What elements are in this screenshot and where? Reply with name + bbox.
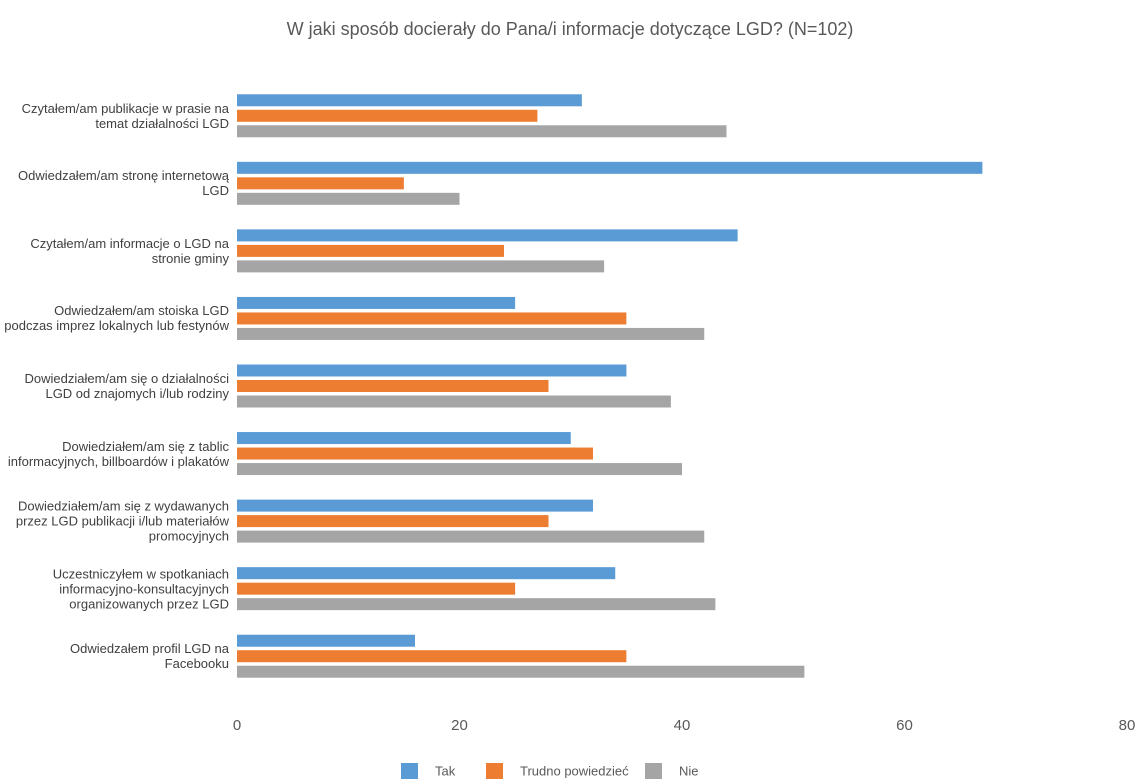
- category-label: Dowiedziałem/am się o działalności LGD o…: [24, 371, 229, 401]
- bar: [237, 582, 516, 595]
- x-tick-label: 0: [233, 717, 241, 734]
- bar: [237, 177, 404, 190]
- category-label: Uczestniczyłem w spotkaniach informacyjn…: [52, 566, 229, 612]
- bar: [237, 530, 705, 543]
- bar: [237, 650, 627, 663]
- x-tick-label: 60: [896, 717, 913, 734]
- bar: [237, 380, 549, 392]
- legend-swatch: [645, 763, 662, 779]
- legend-swatch: [486, 763, 503, 779]
- bar: [237, 567, 616, 580]
- x-tick-label: 80: [1119, 717, 1136, 734]
- category-label: Odwiedzałem profil LGD na Facebooku: [70, 641, 229, 672]
- legend-label: Nie: [679, 763, 699, 778]
- category-label: Czytałem/am informacje o LGD na stronie …: [30, 235, 229, 266]
- chart-title: W jaki sposób docierały do Pana/i inform…: [287, 19, 854, 39]
- x-tick-label: 40: [674, 717, 691, 734]
- bar: [237, 94, 582, 107]
- category-label: Odwiedzałem/am stoiska LGD podczas impre…: [4, 303, 229, 334]
- bar: [237, 296, 516, 309]
- bar: [237, 312, 627, 325]
- bar: [237, 634, 415, 647]
- bar: [237, 327, 705, 340]
- category-label: Dowiedziałem/am się z tablic informacyjn…: [7, 438, 229, 469]
- category-label: Dowiedziałem/am się z wydawanych przez L…: [15, 498, 229, 544]
- legend-label: Tak: [435, 763, 456, 778]
- category-label: Odwiedzałem/am stronę internetową LGD: [18, 168, 229, 199]
- bar: [237, 515, 549, 528]
- bar: [237, 192, 460, 205]
- bar: [237, 364, 627, 377]
- bar: [237, 260, 605, 273]
- bar: [237, 598, 716, 611]
- x-tick-label: 20: [451, 717, 468, 734]
- bar: [237, 447, 593, 460]
- bar: [237, 161, 983, 174]
- bar: [237, 244, 504, 257]
- bar: [237, 109, 538, 122]
- bar: [237, 125, 727, 138]
- legend-swatch: [401, 763, 418, 779]
- legend-label: Trudno powiedzieć: [520, 763, 629, 778]
- bar: [237, 665, 805, 678]
- bar: [237, 229, 738, 242]
- bar: [237, 395, 671, 408]
- category-label: Czytałem/am publikacje w prasie na temat…: [21, 100, 229, 131]
- bar: [237, 499, 593, 512]
- bar: [237, 432, 571, 445]
- bar: [237, 463, 682, 476]
